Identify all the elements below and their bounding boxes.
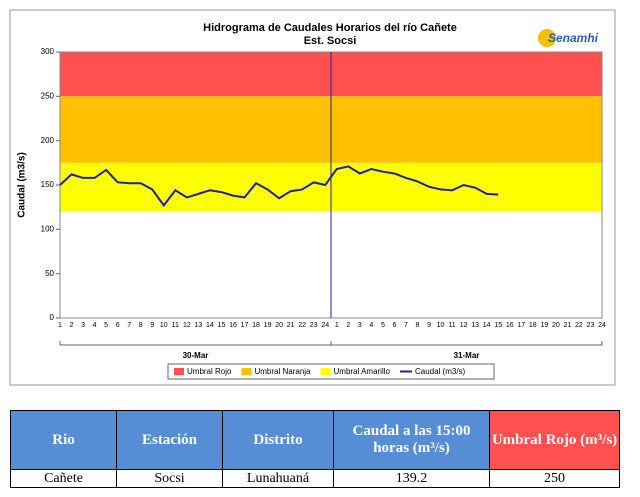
chart-title: Hidrograma de Caudales Horarios del río … bbox=[203, 22, 457, 34]
x-tick-label: 16 bbox=[229, 322, 237, 329]
x-tick-label: 19 bbox=[264, 322, 272, 329]
x-tick-label: 10 bbox=[160, 322, 168, 329]
y-tick-label: 50 bbox=[45, 269, 54, 278]
header-cell: Rio bbox=[10, 410, 117, 470]
legend-label: Umbral Amarillo bbox=[334, 367, 391, 376]
x-tick-label: 5 bbox=[104, 322, 108, 329]
x-tick-label: 13 bbox=[471, 322, 479, 329]
cell: Cañete bbox=[10, 469, 117, 488]
y-tick-label: 150 bbox=[41, 180, 55, 189]
x-tick-label: 4 bbox=[93, 322, 97, 329]
legend-label: Umbral Naranja bbox=[254, 367, 311, 376]
legend-label: Umbral Rojo bbox=[187, 367, 232, 376]
x-tick-label: 10 bbox=[437, 322, 445, 329]
y-tick-label: 100 bbox=[41, 224, 55, 233]
x-tick-label: 22 bbox=[298, 322, 306, 329]
cell: 139.2 bbox=[333, 469, 490, 488]
x-tick-label: 15 bbox=[494, 322, 502, 329]
logo: Senamhi bbox=[548, 31, 599, 45]
x-tick-label: 2 bbox=[70, 322, 74, 329]
x-tick-label: 3 bbox=[358, 322, 362, 329]
x-tick-label: 14 bbox=[483, 322, 491, 329]
x-tick-label: 6 bbox=[392, 322, 396, 329]
header-cell: Caudal a las 15:00 horas (m³/s) bbox=[333, 410, 490, 470]
x-tick-label: 1 bbox=[335, 322, 339, 329]
x-tick-label: 19 bbox=[540, 322, 548, 329]
summary-table: Rio Estación Distrito Caudal a las 15:00… bbox=[10, 410, 620, 488]
x-tick-label: 24 bbox=[321, 322, 329, 329]
x-tick-label: 7 bbox=[404, 322, 408, 329]
y-tick-label: 300 bbox=[41, 47, 55, 56]
x-tick-label: 24 bbox=[598, 322, 606, 329]
chart: Hidrograma de Caudales Horarios del río … bbox=[9, 9, 616, 386]
legend-swatch bbox=[320, 368, 331, 375]
x-tick-label: 18 bbox=[252, 322, 260, 329]
x-tick-label: 16 bbox=[506, 322, 514, 329]
x-tick-label: 12 bbox=[183, 322, 191, 329]
caudal-line bbox=[59, 165, 499, 208]
x-tick-label: 15 bbox=[218, 322, 226, 329]
x-tick-label: 22 bbox=[575, 322, 583, 329]
y-tick-label: 250 bbox=[41, 91, 55, 100]
day-label: 31-Mar bbox=[454, 351, 480, 360]
legend-swatch bbox=[241, 368, 252, 375]
x-tick-label: 21 bbox=[564, 322, 572, 329]
x-tick-label: 6 bbox=[116, 322, 120, 329]
x-tick-label: 8 bbox=[139, 322, 143, 329]
cell: Socsi bbox=[116, 469, 223, 488]
day-label: 30-Mar bbox=[183, 351, 209, 360]
x-tick-label: 8 bbox=[416, 322, 420, 329]
x-tick-label: 12 bbox=[460, 322, 468, 329]
x-tick-label: 14 bbox=[206, 322, 214, 329]
x-tick-label: 9 bbox=[150, 322, 154, 329]
x-tick-label: 20 bbox=[552, 322, 560, 329]
x-tick-label: 21 bbox=[287, 322, 295, 329]
x-tick-label: 7 bbox=[127, 322, 131, 329]
header-cell: Distrito bbox=[222, 410, 334, 470]
chart-subtitle: Est. Socsi bbox=[304, 35, 357, 47]
logo-sun bbox=[538, 29, 556, 47]
x-tick-label: 2 bbox=[346, 322, 350, 329]
y-tick-label: 200 bbox=[41, 136, 55, 145]
x-tick-label: 23 bbox=[310, 322, 318, 329]
x-tick-label: 18 bbox=[529, 322, 537, 329]
header-cell: Umbral Rojo (m³/s) bbox=[489, 410, 620, 470]
x-tick-label: 3 bbox=[81, 322, 85, 329]
legend-box bbox=[167, 363, 495, 380]
y-tick-label: 0 bbox=[50, 313, 55, 322]
cell: Lunahuaná bbox=[222, 469, 334, 488]
x-tick-label: 11 bbox=[448, 322, 455, 329]
x-tick-label: 11 bbox=[172, 322, 179, 329]
x-tick-label: 20 bbox=[275, 322, 283, 329]
x-tick-label: 13 bbox=[194, 322, 202, 329]
x-tick-label: 4 bbox=[369, 322, 373, 329]
x-tick-label: 9 bbox=[427, 322, 431, 329]
cell: 250 bbox=[489, 469, 620, 488]
x-tick-label: 23 bbox=[587, 322, 595, 329]
x-tick-label: 1 bbox=[58, 322, 62, 329]
x-tick-label: 5 bbox=[381, 322, 385, 329]
legend-label: Caudal (m3/s) bbox=[415, 367, 466, 376]
legend-swatch bbox=[174, 368, 184, 375]
x-tick-label: 17 bbox=[241, 322, 249, 329]
y-axis-label: Caudal (m3/s) bbox=[17, 152, 28, 218]
header-cell: Estación bbox=[116, 410, 223, 470]
x-tick-label: 17 bbox=[517, 322, 525, 329]
